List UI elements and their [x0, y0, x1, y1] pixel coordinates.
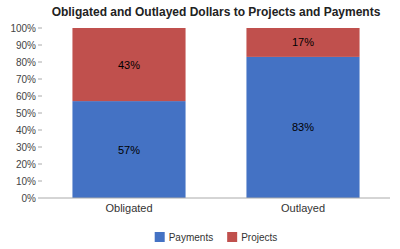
- bar-segment: [246, 57, 359, 198]
- y-tick: [38, 28, 42, 29]
- y-tick: [38, 96, 42, 97]
- y-tick-label: 20%: [16, 159, 36, 170]
- legend-item: Projects: [227, 232, 277, 243]
- x-axis-line: [42, 198, 390, 199]
- y-tick: [38, 79, 42, 80]
- legend-swatch: [227, 232, 237, 242]
- y-tick: [38, 113, 42, 114]
- y-tick: [38, 45, 42, 46]
- bars: [72, 28, 359, 198]
- y-tick-label: 100%: [10, 23, 36, 34]
- legend-label: Payments: [169, 232, 213, 243]
- y-tick-label: 50%: [16, 108, 36, 119]
- chart: Obligated and Outlayed Dollars to Projec…: [0, 0, 400, 249]
- data-label: 43%: [118, 59, 140, 71]
- bar-segment: [72, 28, 185, 101]
- bar-segment: [246, 28, 359, 57]
- legend-swatch: [155, 232, 165, 242]
- x-tick-label: Obligated: [105, 202, 152, 214]
- y-tick: [38, 198, 42, 199]
- y-tick: [38, 130, 42, 131]
- y-tick: [38, 62, 42, 63]
- y-tick: [38, 164, 42, 165]
- data-label: 57%: [118, 144, 140, 156]
- y-tick-label: 0%: [22, 193, 37, 204]
- y-tick-label: 80%: [16, 57, 36, 68]
- y-tick-label: 60%: [16, 91, 36, 102]
- y-tick-label: 40%: [16, 125, 36, 136]
- legend: Payments Projects: [155, 232, 278, 243]
- x-tick-label: Outlayed: [281, 202, 325, 214]
- data-label: 83%: [292, 121, 314, 133]
- y-tick: [38, 181, 42, 182]
- y-tick-label: 90%: [16, 40, 36, 51]
- y-tick-label: 30%: [16, 142, 36, 153]
- y-axis: 0% 10% 20% 30% 40% 50% 60% 70% 80% 90% 100%: [10, 23, 42, 204]
- data-labels: 57% 43% 83% 17%: [118, 36, 314, 155]
- data-label: 17%: [292, 36, 314, 48]
- legend-item: Payments: [155, 232, 213, 243]
- y-tick: [38, 147, 42, 148]
- bar-segment: [72, 101, 185, 198]
- y-tick-label: 10%: [16, 176, 36, 187]
- legend-label: Projects: [241, 232, 277, 243]
- y-tick-label: 70%: [16, 74, 36, 85]
- title: Obligated and Outlayed Dollars to Projec…: [52, 5, 381, 19]
